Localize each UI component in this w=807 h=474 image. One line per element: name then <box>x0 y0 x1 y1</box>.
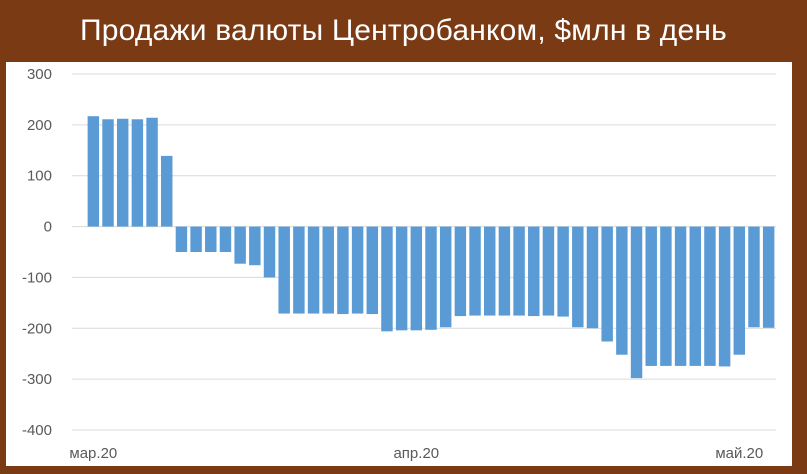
bar <box>469 226 481 316</box>
bar <box>498 226 511 316</box>
bar <box>190 226 202 252</box>
chart-title: Продажи валюты Центробанком, $млн в день <box>79 14 727 47</box>
bar <box>542 226 555 316</box>
bar <box>146 117 158 227</box>
bar <box>410 226 423 331</box>
bar <box>234 226 246 264</box>
bar <box>381 226 393 332</box>
bar <box>439 226 452 328</box>
bar <box>205 226 217 252</box>
bar <box>660 226 672 366</box>
bar <box>572 226 584 328</box>
y-tick-label: 200 <box>27 117 52 134</box>
y-tick-label: 300 <box>27 66 52 83</box>
bar <box>87 116 100 227</box>
y-tick-label: 100 <box>27 168 52 185</box>
bar <box>557 226 569 317</box>
bar <box>263 226 276 278</box>
bar <box>102 119 114 227</box>
x-tick-label: мар.20 <box>69 445 117 462</box>
bar <box>748 226 760 328</box>
bar <box>307 226 320 314</box>
bar <box>161 155 173 227</box>
bar <box>689 226 701 366</box>
bar <box>601 226 613 342</box>
bar <box>219 226 232 252</box>
y-tick-label: -400 <box>22 422 52 439</box>
x-axis: мар.20 апр.20 май.20 <box>69 445 763 462</box>
y-tick-label: 0 <box>44 219 52 236</box>
grid-lines <box>72 73 776 431</box>
bar <box>454 226 467 317</box>
bar <box>733 226 746 355</box>
bar <box>704 226 716 366</box>
y-tick-label: -300 <box>22 371 52 388</box>
bar <box>293 226 305 314</box>
bar <box>645 226 657 366</box>
x-tick-label: май.20 <box>715 445 763 462</box>
y-tick-label: -200 <box>22 320 52 337</box>
bar <box>484 226 496 316</box>
bar <box>337 226 349 315</box>
bar <box>278 226 290 314</box>
bar <box>616 226 628 355</box>
bar <box>131 119 144 227</box>
bar <box>322 226 334 314</box>
bar <box>249 226 261 266</box>
bar <box>674 226 687 366</box>
bar <box>116 118 129 227</box>
bar <box>630 226 643 379</box>
y-tick-label: -100 <box>22 269 52 286</box>
bar <box>395 226 408 331</box>
bars <box>87 116 775 379</box>
x-tick-label: апр.20 <box>393 445 439 462</box>
bar <box>366 226 378 315</box>
bar <box>586 226 599 329</box>
plot-panel: 300 200 100 0 -100 -200 -300 -400 мар.20 апр.20 м… <box>6 62 792 466</box>
bar <box>351 226 364 314</box>
bar <box>528 226 540 317</box>
bar <box>175 226 188 252</box>
bar <box>425 226 437 330</box>
bar <box>513 226 525 316</box>
bar <box>718 226 731 367</box>
bar <box>762 226 775 328</box>
y-axis: 300 200 100 0 -100 -200 -300 -400 <box>22 66 52 439</box>
